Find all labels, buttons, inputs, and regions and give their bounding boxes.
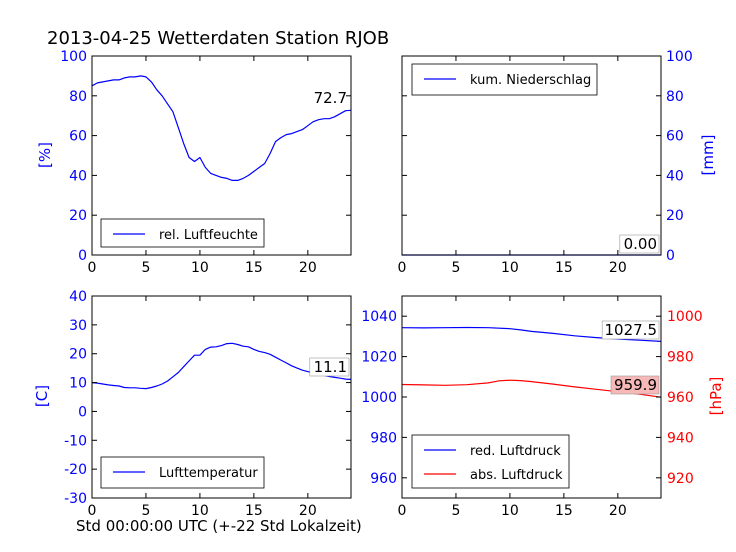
figure-title: 2013-04-25 Wetterdaten Station RJOB <box>47 28 389 49</box>
y-tick-label: 40 <box>69 289 87 305</box>
last-value-box <box>610 375 660 395</box>
axes-frame <box>91 55 352 256</box>
y-tick-label: 80 <box>69 89 87 105</box>
x-tick-label: 15 <box>245 260 263 276</box>
legend-label: kum. Niederschlag <box>470 73 591 88</box>
y-tick-label: 10 <box>69 376 87 392</box>
y-tick-label: 100 <box>666 49 693 65</box>
y-axis-label: [mm] <box>699 135 717 176</box>
series-line-abs-luftdruck <box>401 379 662 398</box>
last-value-label: 959.9 <box>614 376 657 394</box>
y-axis-label: [hPa] <box>707 377 725 416</box>
y-tick-label: 40 <box>69 168 87 184</box>
y-tick-label: 30 <box>69 318 87 334</box>
x-tick-label: 15 <box>555 503 573 519</box>
y-tick-label: 1020 <box>361 350 397 366</box>
legend-label: red. Luftdruck <box>470 444 561 459</box>
last-value-box <box>619 234 660 254</box>
x-tick-label: 10 <box>501 503 519 519</box>
last-value-label: 0.00 <box>624 235 657 253</box>
x-tick-label: 5 <box>141 260 150 276</box>
y-tick-label: 80 <box>666 89 684 105</box>
series-line-lufttemperatur <box>91 342 352 390</box>
y-tick-label: 1040 <box>361 309 397 325</box>
x-tick-label: 20 <box>609 503 627 519</box>
x-tick-label: 10 <box>501 260 519 276</box>
y-tick-label: 20 <box>69 347 87 363</box>
legend-label: abs. Luftdruck <box>470 468 563 483</box>
x-tick-label: 15 <box>245 503 263 519</box>
panel-top-right: 0 5 10 15 20 0 20 40 60 80 100 [mm] 0.00 kum. Nieders… <box>398 49 717 276</box>
y-tick-label: 40 <box>666 168 684 184</box>
legend-label: rel. Luftfeuchte <box>159 228 258 243</box>
y-axis-label: [C] <box>33 385 51 407</box>
last-value-label: 1027.5 <box>605 321 658 339</box>
legend-label: Lufttemperatur <box>159 466 258 481</box>
x-tick-label: 5 <box>141 503 150 519</box>
x-tick-label: 20 <box>299 260 317 276</box>
y-right-tick-label: 940 <box>667 430 694 446</box>
y-tick-label: 0 <box>78 248 87 264</box>
last-value-label: 72.7 <box>314 89 347 107</box>
x-tick-label: 5 <box>451 260 460 276</box>
y-right-tick-label: 960 <box>667 390 694 406</box>
y-right-tick-label: 980 <box>667 350 694 366</box>
y-tick-label: -10 <box>64 433 87 449</box>
x-tick-label: 15 <box>555 260 573 276</box>
panel-top-left: 0 5 10 15 20 0 20 40 60 80 100 [%] 72.7 rel. Luftfeuc… <box>36 49 352 276</box>
x-tick-label: 0 <box>88 260 97 276</box>
x-tick-label: 10 <box>191 503 209 519</box>
series-line-rel-luftfeuchte <box>91 75 352 181</box>
y-axis-label: [%] <box>36 142 54 168</box>
y-tick-label: -20 <box>64 462 87 478</box>
y-tick-label: 60 <box>666 129 684 145</box>
y-tick-label: 0 <box>666 248 675 264</box>
y-tick-label: 0 <box>78 404 87 420</box>
legend-box <box>411 434 570 489</box>
panel-bottom-right: 0 5 10 15 20 960 980 1000 1020 1040 920 940 960 980 10… <box>361 295 725 519</box>
panel-bottom-left: 0 5 10 15 20 -30 -20 -10 0 10 20 30 40 [C] 11.1 Lufttem… <box>33 289 352 519</box>
x-tick-label: 10 <box>191 260 209 276</box>
y-tick-label: 980 <box>370 430 397 446</box>
last-value-box <box>309 357 350 377</box>
axes-frame <box>91 295 352 499</box>
x-tick-label: 0 <box>398 503 407 519</box>
y-tick-label: 20 <box>69 208 87 224</box>
y-tick-label: -30 <box>64 491 87 507</box>
y-tick-label: 1000 <box>361 390 397 406</box>
figure-xlabel: Std 00:00:00 UTC (+-22 Std Lokalzeit) <box>76 517 362 535</box>
x-tick-label: 20 <box>299 503 317 519</box>
y-right-tick-label: 920 <box>667 471 694 487</box>
last-value-box <box>601 320 660 340</box>
last-value-label: 11.1 <box>314 358 347 376</box>
x-tick-label: 20 <box>609 260 627 276</box>
legend-box <box>100 218 265 248</box>
x-tick-label: 5 <box>451 503 460 519</box>
y-tick-label: 100 <box>60 49 87 65</box>
x-tick-label: 0 <box>88 503 97 519</box>
y-tick-label: 960 <box>370 471 397 487</box>
y-tick-label: 60 <box>69 129 87 145</box>
axes-frame <box>401 55 662 256</box>
y-tick-label: 20 <box>666 208 684 224</box>
y-right-tick-label: 1000 <box>667 309 703 325</box>
x-tick-label: 0 <box>398 260 407 276</box>
